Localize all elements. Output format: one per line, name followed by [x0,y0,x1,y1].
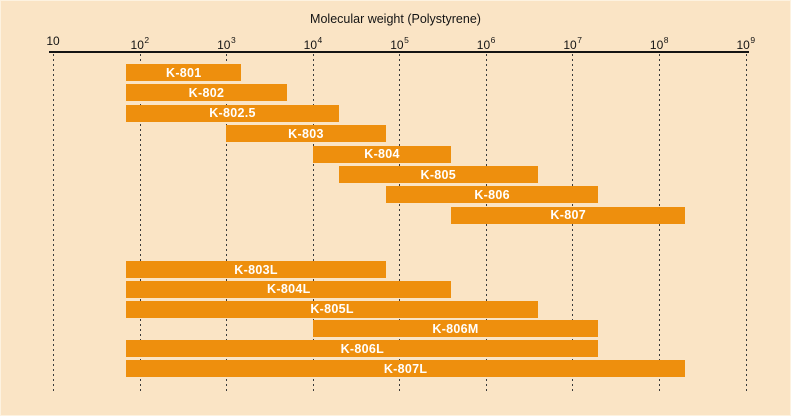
tick-exponent: 9 [750,35,756,45]
bar-label: K-802 [188,85,225,100]
bar-label: K-806 [474,187,510,202]
range-bar-k-804: K-804 [312,145,452,163]
bar-label: K-804L [267,282,311,297]
bar-label: K-805 [420,167,457,182]
x-tick-label-10e3: 103 [217,35,236,52]
x-tick-label-10e9: 109 [736,35,756,52]
bar-label: K-805L [310,302,354,317]
bar-label: K-806M [432,321,479,336]
tick-base: 10 [736,38,750,52]
x-axis-line [49,51,749,53]
range-bar-k-801: K-801 [126,64,242,81]
range-bar-k-805l: K-805L [126,300,538,318]
tick-base: 10 [649,38,664,52]
tick-exponent: 7 [577,35,582,45]
x-tick-label-10e7: 107 [563,35,582,52]
range-bar-k-806m: K-806M [312,320,599,338]
x-tick-label-10e1: 10 [46,35,59,47]
gridline-10e2 [139,54,141,392]
bar-label: K-803L [234,262,278,277]
x-tick-label-10e8: 108 [649,35,669,52]
range-bar-k-807: K-807 [451,206,685,224]
x-tick-label-10e4: 104 [303,35,323,52]
x-tick-label-10e6: 106 [476,35,496,52]
bar-label: K-804 [364,147,400,162]
tick-base: 10 [46,34,60,48]
gridline-10e5 [399,54,401,392]
range-bar-k-807l: K-807L [126,360,685,377]
tick-exponent: 2 [144,35,150,45]
tick-base: 10 [476,38,491,52]
x-tick-label-10e5: 105 [390,35,409,52]
range-bar-k-802: K-802 [126,84,287,102]
tick-base: 10 [390,38,404,52]
range-bar-k-806l: K-806L [126,340,599,358]
bar-label: K-807 [550,208,586,223]
x-axis-title: Molecular weight (Polystyrene) [310,12,481,26]
tick-exponent: 8 [663,35,669,45]
tick-exponent: 3 [230,35,236,45]
gridline-10e9 [745,54,747,392]
range-bar-k-806: K-806 [385,186,599,204]
tick-base: 10 [217,38,231,52]
bar-label: K-803 [288,126,324,141]
range-bar-k-803l: K-803L [126,261,386,278]
range-bar-k-804l: K-804L [126,280,452,298]
tick-exponent: 5 [404,35,409,45]
tick-base: 10 [563,38,577,52]
gridline-10e3 [226,54,228,392]
range-bar-k-802.5: K-802.5 [126,104,339,122]
bar-label: K-802.5 [209,106,256,121]
gridline-10e4 [312,54,314,392]
range-bar-k-803: K-803 [226,125,386,143]
tick-exponent: 4 [317,35,323,45]
tick-base: 10 [303,38,317,52]
range-bar-k-805: K-805 [338,166,538,183]
tick-base: 10 [130,38,144,52]
bar-label: K-801 [166,65,202,80]
gridline-10e1 [53,54,54,392]
x-tick-label-10e2: 102 [130,35,150,52]
tick-exponent: 6 [490,35,496,45]
bar-label: K-807L [383,361,428,376]
bar-label: K-806L [340,341,385,356]
